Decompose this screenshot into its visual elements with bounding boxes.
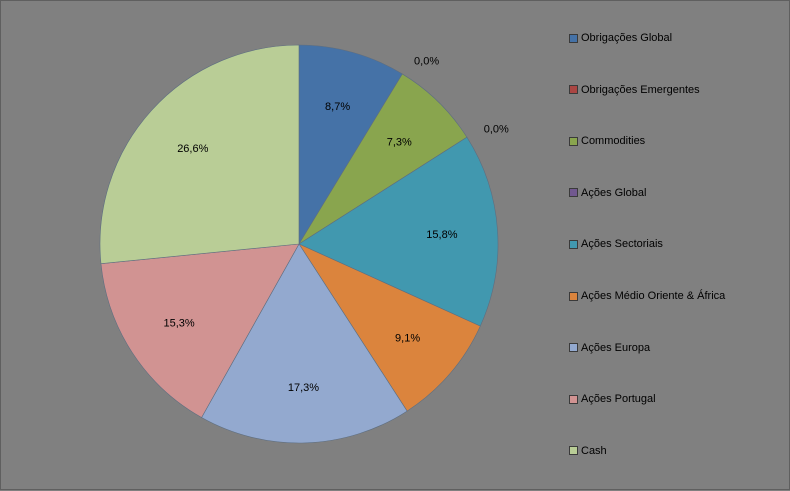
legend-item-commodities: Commodities: [569, 134, 645, 148]
legend-label: Commodities: [581, 135, 646, 148]
pie-slice-acoes-europa: [201, 243, 408, 444]
data-label-cash: 26,6%: [177, 143, 208, 155]
data-label-acoes-sectoriais: 15,8%: [426, 229, 457, 241]
legend-item-acoes-portugal: Ações Portugal: [569, 392, 656, 406]
data-label-acoes-global: 0,0%: [484, 124, 509, 136]
legend-label: Ações Europa: [581, 341, 651, 354]
data-label-acoes-medio-oriente-africa: 9,1%: [395, 333, 420, 345]
data-label-acoes-portugal: 15,3%: [163, 317, 194, 329]
legend-label: Obrigações Emergentes: [581, 83, 700, 96]
data-label-obrigacoes-global: 8,7%: [325, 101, 350, 113]
legend-item-acoes-global: Ações Global: [569, 186, 646, 200]
legend-label: Ações Sectoriais: [581, 238, 663, 251]
pie-slice-obrigacoes-global: [298, 44, 403, 246]
pie-slice-acoes-portugal: [100, 243, 300, 418]
legend-item-obrigacoes-emergentes: Obrigações Emergentes: [569, 83, 700, 97]
legend-swatch: [569, 188, 578, 198]
legend-swatch: [569, 85, 578, 95]
data-label-commodities: 7,3%: [387, 137, 412, 149]
legend-label: Ações Médio Oriente & África: [581, 290, 726, 302]
pie-slice-acoes-sectoriais: [298, 136, 499, 327]
legend-label: Ações Portugal: [581, 393, 656, 406]
legend-swatch: [569, 33, 578, 43]
legend-swatch: [569, 136, 578, 146]
legend-swatch: [569, 291, 578, 301]
legend-item-acoes-europa: Ações Europa: [569, 341, 650, 355]
legend-swatch: [569, 343, 578, 353]
legend-item-acoes-medio-oriente-africa: Ações Médio Oriente & África: [569, 289, 725, 303]
legend-item-cash: Cash: [569, 444, 607, 458]
legend-label: Cash: [581, 444, 607, 457]
legend-item-acoes-sectoriais: Ações Sectoriais: [569, 237, 663, 251]
legend-swatch: [569, 394, 578, 404]
data-label-obrigacoes-emergentes: 0,0%: [414, 55, 439, 67]
legend-swatch: [569, 239, 578, 249]
pie-slice-cash: [99, 44, 300, 264]
legend-item-obrigacoes-global: Obrigações Global: [569, 31, 672, 45]
data-label-acoes-europa: 17,3%: [288, 382, 319, 394]
legend-label: Ações Global: [581, 186, 647, 199]
legend-swatch: [569, 446, 578, 456]
pie-slice-acoes-medio-oriente-africa: [298, 243, 481, 412]
legend-label: Obrigações Global: [581, 32, 673, 44]
